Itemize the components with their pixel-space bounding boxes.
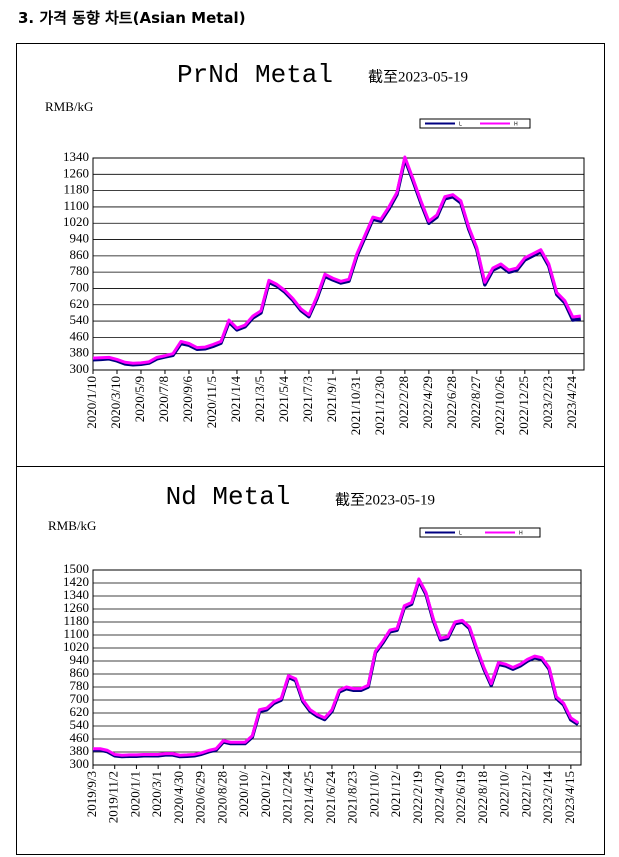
y-tick-label: 1020	[63, 214, 89, 229]
x-tick-label: 2020/9/6	[180, 376, 195, 423]
legend-label: H	[514, 122, 518, 128]
x-tick-label: 2019/11/2	[106, 771, 121, 823]
series-line	[92, 157, 582, 367]
y-tick-label: 1340	[63, 587, 89, 602]
x-tick-label: 2020/10/	[236, 771, 251, 818]
y-tick-label: 1100	[63, 198, 89, 213]
y-tick-label: 1020	[63, 639, 89, 654]
x-tick-label: 2021/6/24	[323, 771, 338, 824]
legend-box	[419, 527, 541, 538]
x-tick-label: 2023/4/24	[564, 376, 579, 429]
y-tick-label: 780	[70, 263, 90, 278]
plot-frame	[92, 157, 585, 371]
x-tick-label: 2021/2/24	[279, 771, 294, 824]
x-tick-label: 2020/8/28	[214, 771, 229, 824]
y-tick-label: 620	[70, 296, 90, 311]
x-tick-label: 2021/9/1	[324, 376, 339, 422]
y-tick-label: 300	[70, 361, 90, 376]
x-tick-label: 2021/12/	[388, 771, 403, 818]
y-tick-label: 620	[70, 704, 90, 719]
x-tick-label: 2022/2/19	[410, 771, 425, 824]
chart-subtitle: 截至2023-05-19	[368, 68, 468, 85]
y-axis-label: RMB/kG	[48, 518, 96, 533]
x-tick-label: 2022/6/28	[444, 376, 459, 429]
x-tick-label: 2021/10/31	[348, 376, 363, 435]
x-tick-label: 2020/4/30	[171, 771, 186, 824]
y-tick-label: 860	[70, 247, 90, 262]
x-tick-label: 2020/7/8	[156, 376, 171, 422]
chart-title: PrNd Metal	[177, 60, 333, 90]
x-tick-label: 2022/4/29	[420, 376, 435, 429]
y-axis-label: RMB/kG	[45, 99, 93, 114]
x-tick-label: 2021/8/23	[345, 771, 360, 824]
x-tick-label: 2021/12/30	[372, 376, 387, 435]
chart-title: Nd Metal	[166, 482, 291, 512]
x-tick-label: 2020/12/	[258, 771, 273, 818]
legend-label: H	[519, 531, 523, 537]
y-tick-label: 1500	[63, 561, 89, 576]
x-tick-label: 2021/5/4	[276, 376, 291, 423]
x-tick-label: 2021/3/5	[252, 376, 267, 422]
y-tick-label: 300	[70, 756, 90, 771]
legend-box	[419, 118, 531, 129]
y-tick-label: 1340	[63, 149, 89, 164]
y-tick-label: 460	[70, 730, 90, 745]
x-tick-label: 2022/8/18	[475, 771, 490, 824]
x-tick-label: 2020/3/10	[108, 376, 123, 429]
y-tick-label: 1260	[63, 165, 89, 180]
y-tick-label: 700	[70, 279, 90, 294]
y-tick-label: 780	[70, 678, 90, 693]
y-tick-label: 1420	[63, 574, 89, 589]
legend-label: L	[459, 531, 462, 537]
heading: 3. 가격 동향 차트(Asian Metal)	[18, 9, 246, 27]
x-tick-label: 2022/4/20	[432, 771, 447, 824]
x-tick-label: 2019/9/3	[84, 771, 99, 817]
frame	[16, 43, 605, 855]
x-tick-label: 2020/11/5	[204, 376, 219, 428]
y-tick-label: 1180	[63, 182, 89, 197]
y-tick-label: 380	[70, 743, 90, 758]
x-tick-label: 2021/4/25	[301, 771, 316, 824]
x-tick-label: 2022/6/19	[453, 771, 468, 824]
x-tick-label: 2022/12/25	[516, 376, 531, 435]
x-tick-label: 2023/2/14	[540, 771, 555, 824]
chart-subtitle: 截至2023-05-19	[335, 491, 435, 508]
y-tick-label: 860	[70, 665, 90, 680]
x-tick-label: 2022/10/26	[492, 376, 507, 436]
x-tick-label: 2020/1/10	[84, 376, 99, 429]
x-tick-label: 2022/8/27	[468, 376, 483, 429]
y-tick-label: 540	[70, 717, 90, 732]
plot-frame	[92, 569, 582, 766]
x-tick-label: 2021/10/	[366, 771, 381, 818]
y-tick-label: 940	[70, 231, 90, 246]
y-tick-label: 540	[70, 312, 90, 327]
series-line	[93, 577, 579, 757]
x-tick-label: 2023/2/23	[540, 376, 555, 429]
x-tick-label: 2022/10/	[497, 771, 512, 818]
series-line	[92, 155, 581, 365]
y-tick-label: 1260	[63, 600, 89, 615]
x-tick-label: 2020/6/29	[193, 771, 208, 824]
y-tick-label: 700	[70, 691, 90, 706]
y-tick-label: 1180	[63, 613, 89, 628]
x-tick-label: 2020/5/9	[132, 376, 147, 422]
x-tick-label: 2023/4/15	[562, 771, 577, 824]
x-tick-label: 2020/1/1	[127, 771, 142, 817]
y-tick-label: 940	[70, 652, 90, 667]
x-tick-label: 2021/7/3	[300, 376, 315, 422]
x-tick-label: 2020/3/1	[149, 771, 164, 817]
series-line	[93, 578, 580, 759]
y-tick-label: 460	[70, 328, 90, 343]
legend-label: L	[459, 122, 462, 128]
x-tick-label: 2022/2/28	[396, 376, 411, 429]
x-tick-label: 2022/12/	[518, 771, 533, 818]
y-tick-label: 380	[70, 345, 90, 360]
x-tick-label: 2021/1/4	[228, 376, 243, 423]
y-tick-label: 1100	[63, 626, 89, 641]
